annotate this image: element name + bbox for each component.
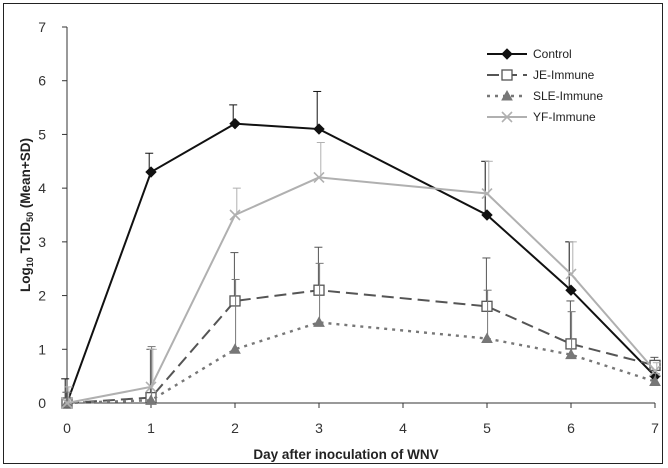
x-tick-label: 7 [651,420,659,436]
data-point [229,295,241,307]
data-point [145,394,157,405]
x-tick-label: 2 [231,420,239,436]
series-line [66,122,656,404]
data-point [229,117,241,130]
data-point [61,397,73,409]
x-tick-label: 0 [63,420,71,436]
data-point [649,375,661,387]
x-tick-label: 5 [483,420,491,436]
y-tick-label: 6 [38,73,46,89]
legend-marker [501,111,513,123]
data-point [313,284,325,296]
data-point [313,316,325,327]
data-point [565,284,577,296]
y-tick-label: 2 [38,288,46,304]
data-point [145,381,157,393]
x-tick-label: 6 [567,420,575,436]
legend-marker [501,48,513,60]
data-point [481,300,493,312]
legend-label: SLE-Immune [533,89,603,103]
x-tick-label: 4 [399,420,407,436]
y-tick-label: 0 [38,395,46,411]
data-point [565,268,577,280]
data-point [229,209,241,221]
x-axis-title: Day after inoculation of WNV [253,447,438,462]
data-point [565,338,577,350]
legend-label: YF-Immune [533,110,596,124]
data-point [481,187,493,200]
legend-item: SLE-Immune [487,89,603,103]
legend-marker [501,89,513,101]
data-point [229,343,241,354]
data-point [145,166,157,178]
y-tick-label: 7 [38,19,46,35]
data-point [313,171,325,183]
y-tick-label: 3 [38,234,46,250]
legend-label: Control [533,47,572,61]
series-yf-immune [61,141,661,409]
legend: Control JE-Immune SLE-Immune YF-Immune [487,47,603,124]
legend-item: Control [487,47,572,61]
legend-item: JE-Immune [487,68,595,82]
y-tick-label: 4 [38,180,46,196]
chart-frame [3,3,663,464]
y-axis-title: Log10 TCID50 (Mean+SD) [18,138,35,292]
axes: 0 1 2 3 4 5 6 7 0 1 2 3 4 5 6 7 [38,19,659,436]
data-point [649,365,661,377]
data-point [481,332,493,344]
legend-item: YF-Immune [487,110,596,124]
x-tick-label: 3 [315,420,323,436]
series-layer [61,90,661,409]
legend-marker [501,69,513,81]
series-control [61,90,661,409]
data-point [313,123,325,135]
x-tick-label: 1 [147,420,155,436]
data-point [481,209,493,221]
legend-label: JE-Immune [533,68,595,82]
y-tick-label: 5 [38,126,46,142]
data-point [565,348,577,360]
y-tick-label: 1 [38,341,46,357]
